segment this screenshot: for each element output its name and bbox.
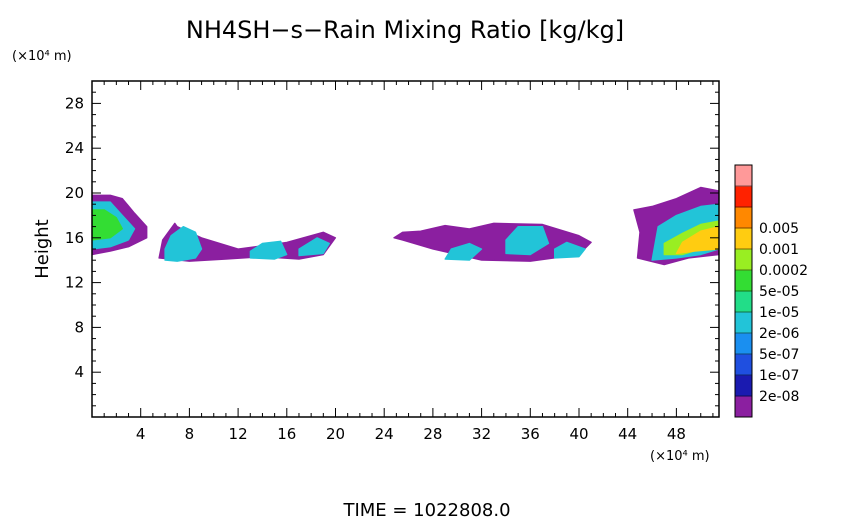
- colorbar-swatch-8: [735, 228, 752, 250]
- colorbar-swatch-6: [735, 270, 752, 292]
- data-layer: [92, 186, 719, 266]
- y-tick-label-16: 16: [65, 229, 84, 247]
- colorbar-label-0: 2e-08: [759, 389, 799, 405]
- contour-region-6: [298, 237, 330, 257]
- contour-region-8: [444, 242, 483, 261]
- colorbar: 2e-08 1e-07 5e-07 2e-06 1e-05 5e-05 0.0002 0.00…: [734, 164, 808, 418]
- colorbar-swatch-10: [735, 186, 752, 208]
- colorbar-label-8: 0.005: [759, 221, 799, 237]
- y-unit-label: (×10⁴ m): [12, 49, 72, 64]
- colorbar-swatch-1: [735, 375, 752, 397]
- x-tick-label-44: 44: [618, 425, 637, 443]
- colorbar-swatch-11: [735, 165, 752, 187]
- contour-region-2: [92, 209, 124, 241]
- colorbar-label-6: 0.0002: [759, 263, 808, 279]
- colorbar-swatch-0: [735, 396, 752, 418]
- colorbar-swatch-4: [735, 312, 752, 334]
- x-tick-label-24: 24: [375, 425, 394, 443]
- contour-region-14: [675, 226, 719, 255]
- x-tick-label-8: 8: [185, 425, 195, 443]
- plot-frame: [91, 80, 720, 418]
- contour-region-5: [249, 240, 288, 260]
- contour-region-9: [505, 226, 550, 256]
- x-tick-label-48: 48: [667, 425, 686, 443]
- colorbar-label-7: 0.001: [759, 242, 799, 258]
- colorbar-swatch-7: [735, 249, 752, 271]
- y-tick-label-8: 8: [74, 318, 84, 336]
- x-tick-label-20: 20: [326, 425, 345, 443]
- chart-title: NH4SH−s−Rain Mixing Ratio [kg/kg]: [186, 16, 624, 44]
- x-tick-label-16: 16: [277, 425, 296, 443]
- x-unit-label: (×10⁴ m): [650, 449, 710, 464]
- colorbar-label-5: 5e-05: [759, 284, 799, 300]
- y-tick-label-28: 28: [65, 94, 84, 112]
- colorbar-label-4: 1e-05: [759, 305, 799, 321]
- contour-region-3: [158, 222, 337, 262]
- x-tick-label-32: 32: [472, 425, 491, 443]
- colorbar-swatch-3: [735, 333, 752, 355]
- colorbar-label-2: 5e-07: [759, 347, 799, 363]
- colorbar-swatch-5: [735, 291, 752, 313]
- contour-region-10: [553, 241, 586, 259]
- colorbar-label-1: 1e-07: [759, 368, 799, 384]
- x-tick-label-40: 40: [569, 425, 588, 443]
- y-axis-label: Height: [32, 219, 53, 279]
- x-tick-label-12: 12: [229, 425, 248, 443]
- time-footer: TIME = 1022808.0: [342, 500, 510, 519]
- contour-region-4: [164, 226, 203, 262]
- colorbar-label-3: 2e-06: [759, 326, 799, 342]
- y-tick-label-4: 4: [74, 363, 84, 381]
- x-tick-label-4: 4: [136, 425, 146, 443]
- x-tick-label-36: 36: [521, 425, 540, 443]
- y-tick-label-24: 24: [65, 139, 84, 157]
- colorbar-swatch-9: [735, 207, 752, 229]
- y-tick-label-20: 20: [65, 184, 84, 202]
- x-tick-label-28: 28: [423, 425, 442, 443]
- y-tick-label-12: 12: [65, 274, 84, 292]
- colorbar-swatch-2: [735, 354, 752, 376]
